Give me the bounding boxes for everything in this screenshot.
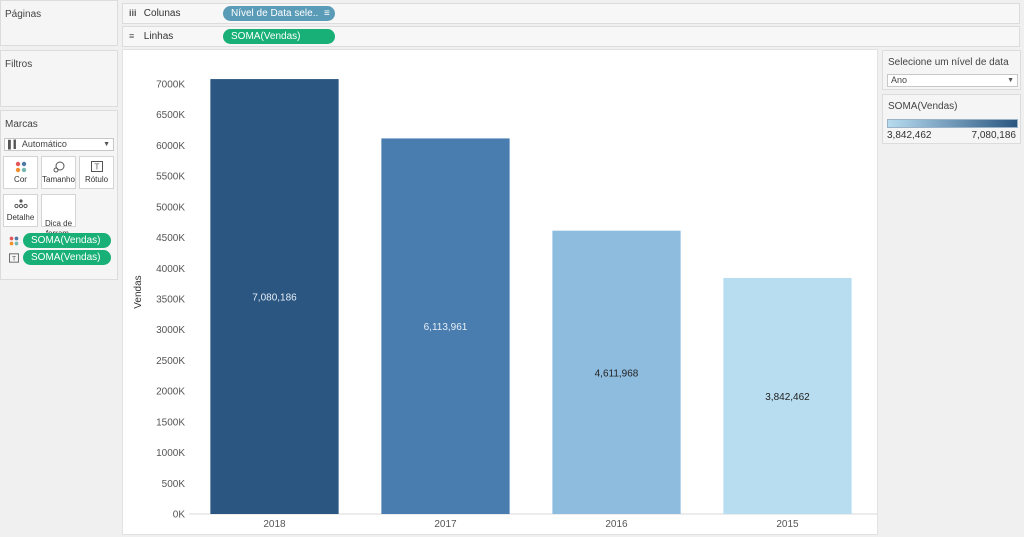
date-level-value: Ano bbox=[891, 75, 908, 85]
mark-detail-button[interactable]: Detalhe bbox=[3, 194, 38, 227]
bar[interactable] bbox=[723, 277, 852, 514]
marks-color-field-pill[interactable]: SOMA(Vendas) bbox=[23, 233, 111, 248]
bar[interactable] bbox=[381, 138, 510, 514]
pages-title: Páginas bbox=[5, 9, 42, 20]
mark-label-button[interactable]: T Rótulo bbox=[79, 156, 114, 189]
chart-canvas: 0K 500K 1000K 1500K 2000K 2500K 3000K 3500K 4000… bbox=[122, 49, 878, 535]
color-legend-title: SOMA(Vendas) bbox=[888, 101, 958, 112]
date-level-parameter-title: Selecione um nível de data bbox=[888, 57, 1009, 68]
y-tick-label: 0K bbox=[173, 510, 186, 521]
bar-value-label: 6,113,961 bbox=[424, 322, 468, 333]
date-level-dropdown[interactable]: Ano ▼ bbox=[887, 74, 1018, 87]
y-axis-title: Vendas bbox=[133, 275, 144, 308]
columns-pill[interactable]: Nível de Data sele.. ≡ bbox=[223, 6, 335, 21]
chevron-down-icon: ▼ bbox=[1007, 77, 1014, 84]
y-tick-label: 5000K bbox=[156, 202, 185, 213]
svg-text:T: T bbox=[12, 256, 16, 263]
mark-type-dropdown[interactable]: ▌▍ Automático ▼ bbox=[4, 138, 114, 151]
color-legend-min: 3,842,462 bbox=[887, 130, 932, 141]
rows-pill-label: SOMA(Vendas) bbox=[231, 31, 301, 42]
y-tick-label: 500K bbox=[162, 479, 186, 490]
y-tick-label: 5500K bbox=[156, 172, 185, 183]
marks-label-field-pill[interactable]: SOMA(Vendas) bbox=[23, 250, 111, 265]
x-tick-label: 2018 bbox=[263, 519, 286, 530]
color-legend-gradient bbox=[887, 119, 1018, 128]
color-dots-icon bbox=[4, 161, 37, 175]
date-level-parameter-panel: Selecione um nível de data Ano ▼ bbox=[882, 50, 1021, 90]
bar-chart-icon: ▌▍ bbox=[8, 140, 20, 149]
marks-title: Marcas bbox=[5, 119, 38, 130]
bar[interactable] bbox=[552, 230, 681, 514]
bar[interactable] bbox=[210, 79, 339, 515]
y-tick-label: 2000K bbox=[156, 387, 185, 398]
y-tick-label: 3000K bbox=[156, 325, 185, 336]
columns-pill-label: Nível de Data sele.. bbox=[231, 8, 319, 19]
mark-detail-label: Detalhe bbox=[6, 213, 35, 222]
marks-panel: Marcas ▌▍ Automático ▼ Cor Tamanho T Rót… bbox=[0, 110, 118, 280]
marks-color-field-label: SOMA(Vendas) bbox=[31, 235, 101, 246]
mark-label-label: Rótulo bbox=[84, 175, 109, 184]
rows-pill[interactable]: SOMA(Vendas) bbox=[223, 29, 335, 44]
mark-color-label: Cor bbox=[14, 175, 27, 184]
rows-shelf-label: ≡ Linhas bbox=[129, 31, 174, 42]
rows-icon: ≡ bbox=[129, 31, 135, 41]
label-icon: T bbox=[9, 253, 19, 263]
bar-chart[interactable]: 0K 500K 1000K 1500K 2000K 2500K 3000K 3500K 4000… bbox=[123, 50, 877, 534]
y-tick-label: 4500K bbox=[156, 233, 185, 244]
y-tick-label: 6500K bbox=[156, 110, 185, 121]
y-tick-label: 1500K bbox=[156, 417, 185, 428]
color-legend-panel: SOMA(Vendas) 3,842,462 7,080,186 bbox=[882, 94, 1021, 144]
sort-icon: ≡ bbox=[324, 8, 330, 19]
columns-shelf[interactable]: iii Colunas Nível de Data sele.. ≡ bbox=[122, 3, 1020, 24]
x-tick-label: 2015 bbox=[776, 519, 799, 530]
label-icon: T bbox=[80, 161, 113, 175]
mark-tooltip-button[interactable]: Dica de ferram. bbox=[41, 194, 76, 238]
color-legend-max: 7,080,186 bbox=[971, 130, 1017, 141]
chevron-down-icon: ▼ bbox=[103, 141, 110, 148]
columns-shelf-label: iii Colunas bbox=[129, 8, 181, 19]
mark-size-button[interactable]: Tamanho bbox=[41, 156, 76, 189]
size-icon bbox=[42, 161, 75, 175]
marks-label-field-label: SOMA(Vendas) bbox=[31, 252, 101, 263]
columns-icon: iii bbox=[129, 8, 137, 18]
y-tick-label: 6000K bbox=[156, 141, 185, 152]
detail-icon bbox=[4, 199, 37, 213]
y-tick-label: 4000K bbox=[156, 264, 185, 275]
bar-value-label: 7,080,186 bbox=[252, 293, 297, 304]
svg-text:T: T bbox=[94, 163, 99, 172]
mark-type-value: Automático bbox=[21, 139, 67, 149]
pages-panel[interactable]: Páginas bbox=[0, 0, 118, 46]
mark-size-label: Tamanho bbox=[42, 175, 75, 184]
color-dots-icon bbox=[9, 236, 19, 246]
mark-color-button[interactable]: Cor bbox=[3, 156, 38, 189]
x-tick-label: 2016 bbox=[605, 519, 628, 530]
y-tick-label: 1000K bbox=[156, 448, 185, 459]
bar-value-label: 4,611,968 bbox=[595, 368, 639, 379]
y-tick-label: 7000K bbox=[156, 80, 185, 91]
y-tick-label: 3500K bbox=[156, 295, 185, 306]
rows-shelf[interactable]: ≡ Linhas SOMA(Vendas) bbox=[122, 26, 1020, 47]
filters-panel[interactable]: Filtros bbox=[0, 50, 118, 107]
y-tick-label: 2500K bbox=[156, 356, 185, 367]
filters-title: Filtros bbox=[5, 59, 33, 70]
bar-value-label: 3,842,462 bbox=[765, 392, 810, 403]
x-tick-label: 2017 bbox=[434, 519, 457, 530]
